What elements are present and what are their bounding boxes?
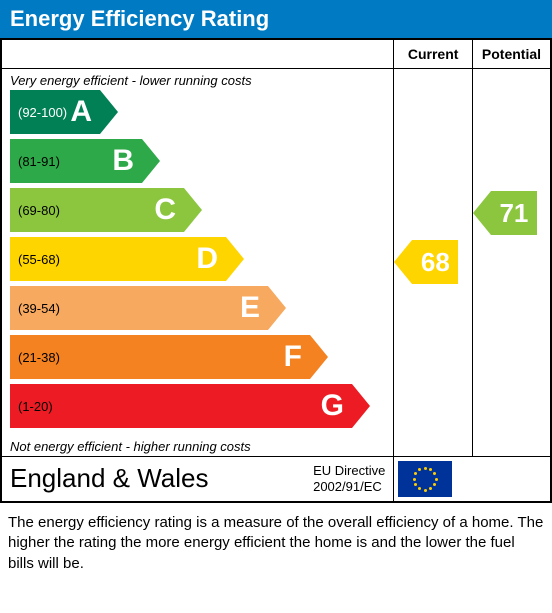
band-letter: D [196,237,218,281]
band-range: (81-91) [10,154,60,169]
col-potential: Potential [472,39,551,69]
band-letter: G [321,384,344,428]
col-current: Current [394,39,473,69]
region-label: England & Wales [10,463,208,494]
marker-potential: 71 [473,191,537,235]
band-row-d: (55-68) D [10,237,385,281]
band-row-a: (92-100)A [10,90,385,134]
band-range: (69-80) [10,203,60,218]
band-range: (1-20) [10,399,53,414]
band-letter: F [284,335,302,379]
footer-description: The energy efficiency rating is a measur… [0,503,552,574]
caption-top: Very energy efficient - lower running co… [2,69,393,90]
potential-cell: 71 [472,69,551,457]
bands-chart: (92-100)A (81-91) B (69-80) C (55-68) D (39-54)… [2,90,393,435]
band-row-b: (81-91) B [10,139,385,183]
marker-value-current: 68 [412,240,458,284]
band-letter: A [70,90,92,134]
band-letter: C [154,188,176,232]
band-row-c: (69-80) C [10,188,385,232]
title-bar: Energy Efficiency Rating [0,0,552,38]
eu-directive: EU Directive 2002/91/EC [313,463,385,494]
band-range: (55-68) [10,252,60,267]
eu-flag-icon [398,461,452,497]
marker-value-potential: 71 [491,191,537,235]
band-range: (39-54) [10,301,60,316]
epc-table: Current Potential Very energy efficient … [0,38,552,503]
band-row-f: (21-38) F [10,335,385,379]
band-letter: B [112,139,134,183]
band-row-g: (1-20) G [10,384,385,428]
current-cell: 68 [394,69,473,457]
band-letter: E [240,286,260,330]
caption-bottom: Not energy efficient - higher running co… [2,435,393,456]
marker-current: 68 [394,240,458,284]
band-range: (21-38) [10,350,60,365]
band-range: (92-100) [10,105,67,120]
band-row-e: (39-54) E [10,286,385,330]
